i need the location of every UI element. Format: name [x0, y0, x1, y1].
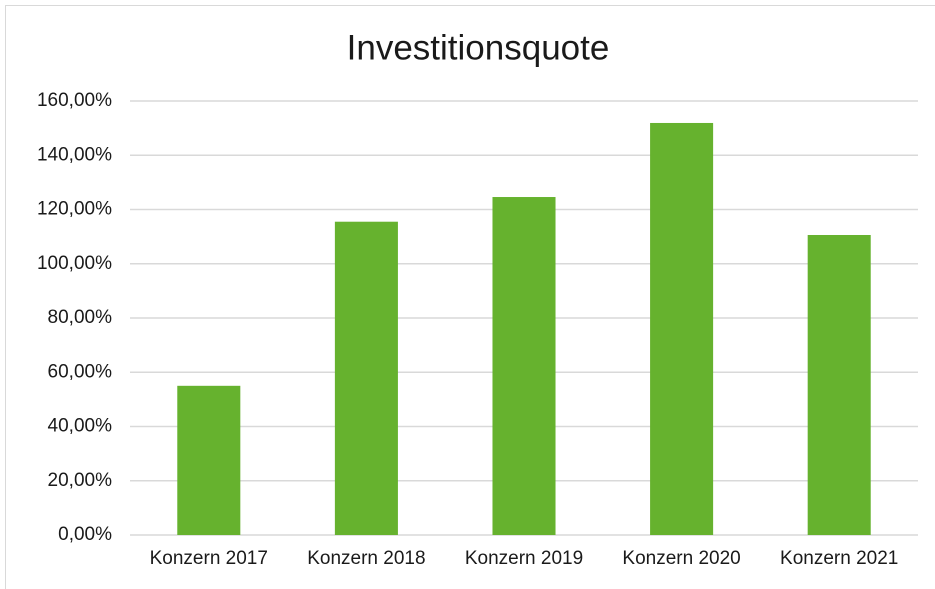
- x-tick-label: Konzern 2018: [307, 548, 425, 569]
- y-tick-label: 0,00%: [58, 524, 112, 545]
- chart-border: [5, 5, 935, 589]
- y-tick-label: 100,00%: [37, 253, 112, 274]
- y-tick-label: 120,00%: [37, 199, 112, 220]
- y-tick-label: 160,00%: [37, 90, 112, 111]
- x-tick-label: Konzern 2021: [780, 548, 898, 569]
- bar: [177, 385, 241, 535]
- bar: [492, 197, 556, 535]
- y-tick-label: 60,00%: [48, 361, 113, 382]
- y-tick-label: 40,00%: [48, 416, 113, 437]
- x-tick-label: Konzern 2017: [150, 548, 268, 569]
- x-tick-label: Konzern 2019: [465, 548, 583, 569]
- bar: [807, 234, 871, 535]
- bar: [650, 122, 714, 535]
- y-tick-label: 20,00%: [48, 470, 113, 491]
- y-tick-label: 140,00%: [37, 144, 112, 165]
- y-tick-label: 80,00%: [48, 307, 113, 328]
- bar: [334, 221, 398, 536]
- x-tick-label: Konzern 2020: [622, 548, 740, 569]
- chart-title: Investitionsquote: [347, 28, 610, 67]
